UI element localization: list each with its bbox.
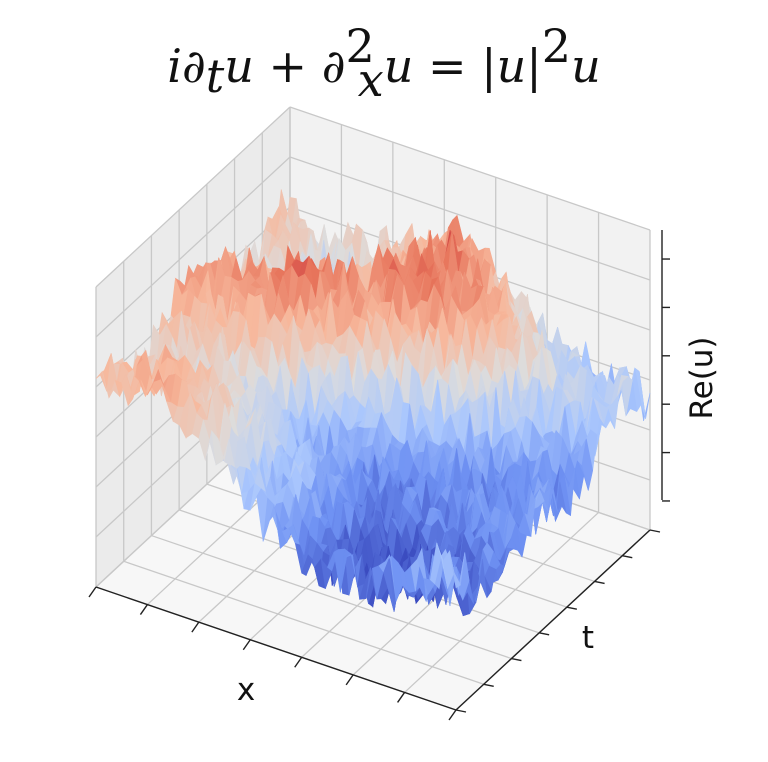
x-tick [191, 621, 200, 633]
y-tick [511, 657, 522, 662]
x-axis-line [95, 586, 457, 711]
grid-floor-t [123, 560, 484, 685]
y-tick [483, 683, 494, 687]
y-tick [455, 709, 467, 713]
y-tick [649, 529, 661, 533]
grid-floor-t [151, 534, 512, 660]
x-tick [242, 639, 251, 651]
grid-back-z [289, 156, 651, 281]
chart-title: i∂tu + ∂2 xu = |u|2u [167, 19, 600, 107]
x-tick [345, 674, 354, 686]
x-tick [294, 656, 303, 668]
y-axis-line [455, 529, 651, 711]
surface-patch [449, 550, 461, 589]
x-tick [139, 604, 149, 615]
x-tick [448, 709, 457, 721]
y-tick [566, 606, 577, 610]
axis-lines [88, 230, 670, 721]
z-axis-label: Re(u) [684, 336, 720, 419]
surface [95, 189, 651, 617]
grid-left-z [95, 156, 291, 338]
grid-left-z [95, 106, 291, 288]
y-axis-label: t [582, 620, 594, 656]
y-tick [539, 632, 550, 636]
x-tick [396, 692, 406, 703]
x-tick [88, 586, 97, 598]
x-axis-label: x [237, 672, 255, 708]
grid-floor-x [404, 511, 600, 693]
y-tick [594, 580, 605, 585]
y-tick [622, 555, 633, 559]
grid-back-z [289, 106, 651, 231]
